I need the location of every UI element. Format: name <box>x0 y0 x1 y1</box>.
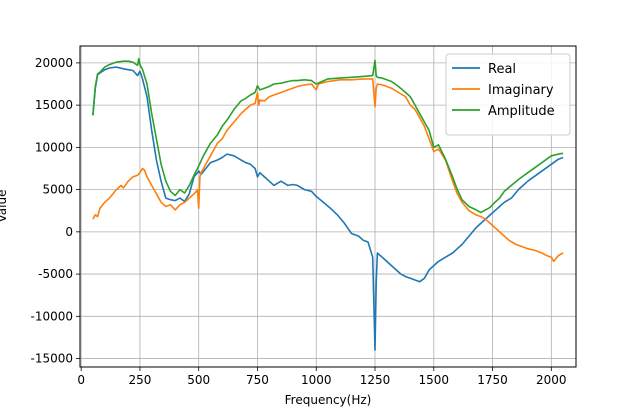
x-tick-label: 2000 <box>536 373 567 387</box>
series-line-real <box>92 66 564 351</box>
legend-label-imaginary: Imaginary <box>488 83 554 98</box>
legend: Real Imaginary Amplitude <box>445 53 571 136</box>
y-axis-label: Value <box>0 190 9 223</box>
x-tick-label: 0 <box>77 373 85 387</box>
legend-label-real: Real <box>488 62 516 77</box>
x-tick-label: 1250 <box>360 373 391 387</box>
series-lines <box>92 57 564 351</box>
x-tick-label: 1500 <box>419 373 450 387</box>
plot-frame <box>79 45 577 368</box>
y-tick-label: 10000 <box>35 140 73 154</box>
y-tick-label: 15000 <box>35 98 73 112</box>
x-tick-label: 250 <box>128 373 151 387</box>
x-tick-label: 1000 <box>301 373 332 387</box>
axis-ticks: 0 250 500 750 1000 1250 1500 1750 2000 -15000 -100… <box>30 56 566 387</box>
x-axis-label: Frequency(Hz) <box>285 393 372 407</box>
legend-label-amplitude: Amplitude <box>488 104 555 119</box>
x-tick-label: 500 <box>187 373 210 387</box>
series-line-imaginary <box>92 78 564 263</box>
y-tick-label: -5000 <box>38 267 73 281</box>
x-tick-label: 750 <box>246 373 269 387</box>
y-tick-label: 20000 <box>35 56 73 70</box>
y-tick-label: 5000 <box>42 183 73 197</box>
legend-box <box>445 53 571 136</box>
y-tick-label: 0 <box>65 225 73 239</box>
y-tick-label: -10000 <box>30 309 73 323</box>
series-line-amplitude <box>92 57 564 214</box>
y-tick-label: -15000 <box>30 352 73 366</box>
x-tick-label: 1750 <box>477 373 508 387</box>
